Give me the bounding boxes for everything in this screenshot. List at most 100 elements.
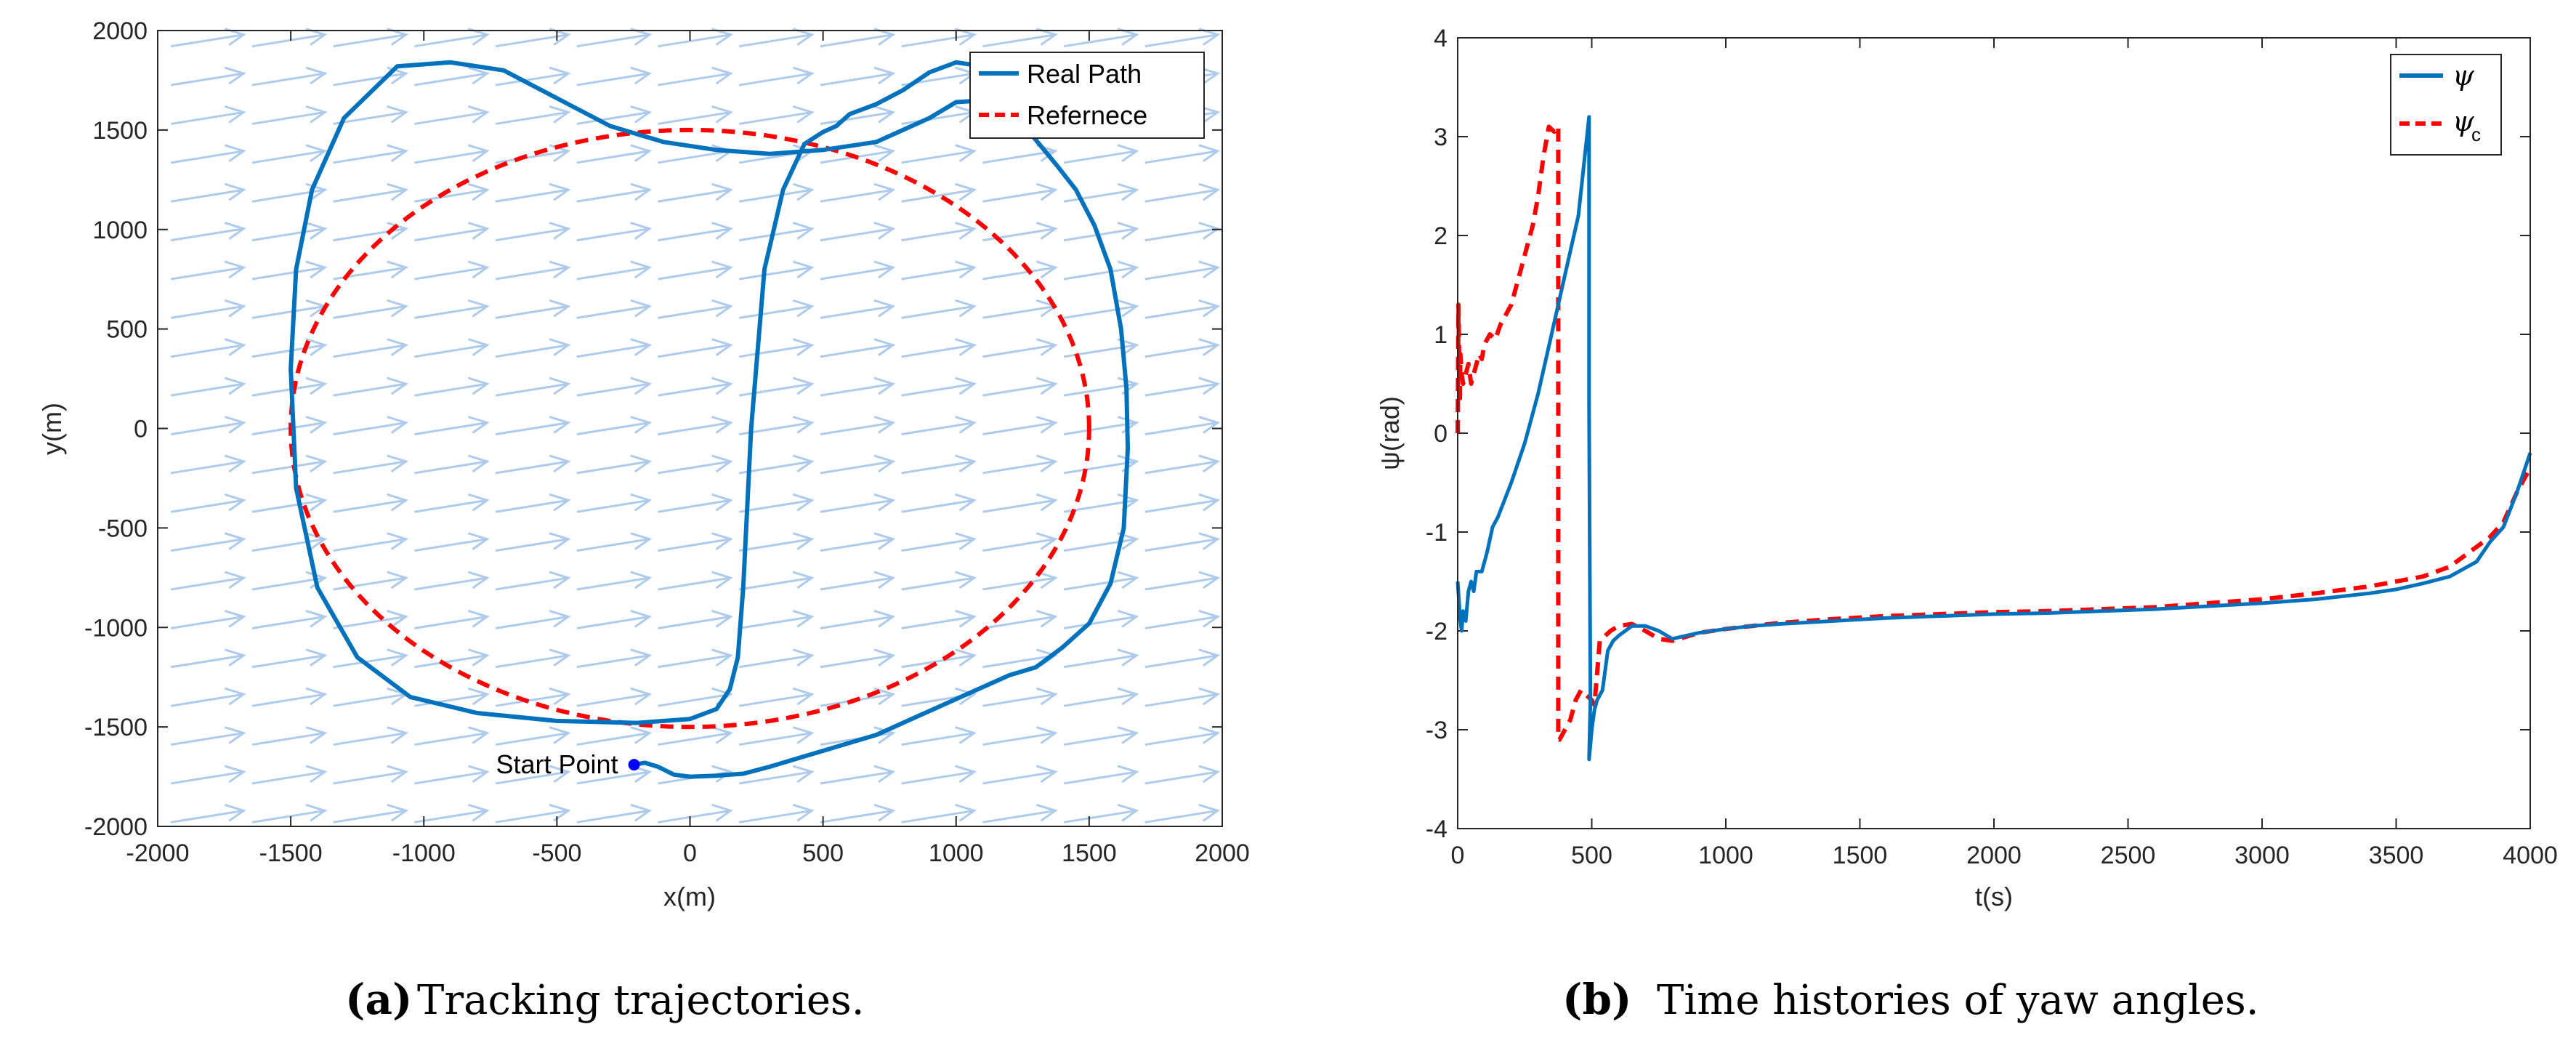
wind-arrow — [251, 493, 328, 513]
wind-arrow — [820, 28, 896, 48]
wind-arrow — [576, 493, 653, 513]
wind-arrow — [495, 454, 571, 475]
wind-arrow — [820, 338, 896, 358]
wind-arrow — [1144, 182, 1221, 203]
wind-arrow — [982, 765, 1058, 785]
wind-arrow — [495, 416, 571, 435]
x-axis-label-b: t(s) — [1975, 882, 2013, 911]
wind-arrow — [1144, 28, 1221, 48]
wind-arrow — [414, 376, 490, 397]
wind-arrow — [333, 765, 409, 785]
wind-arrow — [739, 726, 815, 746]
wind-vector-field — [171, 28, 1221, 823]
wind-arrow — [251, 222, 328, 242]
wind-arrow — [333, 571, 409, 591]
wind-arrow — [1063, 144, 1139, 164]
wind-arrow — [251, 416, 328, 435]
wind-arrow — [1063, 299, 1139, 319]
wind-arrow — [982, 803, 1058, 823]
wind-arrow — [1144, 571, 1221, 591]
wind-arrow — [1063, 260, 1139, 281]
wind-arrow — [982, 493, 1058, 513]
wind-arrow — [495, 803, 571, 823]
wind-arrow — [251, 144, 328, 164]
wind-arrow — [739, 609, 815, 629]
wind-arrow — [1063, 687, 1139, 707]
wind-arrow — [820, 609, 896, 629]
wind-arrow — [414, 299, 490, 319]
y-tick-label-b: 3 — [1434, 124, 1448, 151]
wind-arrow — [414, 648, 490, 669]
wind-arrow — [901, 609, 977, 629]
wind-arrow — [739, 28, 815, 48]
wind-arrow — [251, 532, 328, 552]
wind-arrow — [658, 454, 733, 475]
wind-arrow — [739, 105, 815, 125]
wind-arrow — [901, 726, 977, 746]
wind-arrow — [739, 765, 815, 785]
wind-arrow — [658, 726, 733, 746]
wind-arrow — [739, 376, 815, 397]
wind-arrow — [901, 376, 977, 397]
psi-line — [1455, 115, 2532, 762]
y-tick-label-b: -2 — [1426, 618, 1448, 645]
wind-arrow — [739, 454, 815, 475]
wind-arrow — [171, 338, 246, 358]
x-axis-label-a: x(m) — [663, 882, 716, 911]
y-tick-label-a: -1000 — [84, 614, 148, 642]
caption-a: (a) Tracking trajectories. — [345, 975, 865, 1024]
wind-arrow — [982, 376, 1058, 397]
wind-arrow — [414, 803, 490, 823]
reference-circle-line — [288, 127, 1091, 730]
wind-arrow — [333, 182, 409, 203]
wind-arrow — [901, 28, 977, 48]
wind-arrow — [333, 648, 409, 669]
wind-arrow — [658, 532, 733, 552]
wind-arrow — [658, 299, 733, 319]
axes-b-ticks: 0 500 1000 1500 2000 2500 3000 3500 4000 4 3 2 1 0 -1 -… — [1426, 25, 2558, 869]
wind-arrow — [251, 299, 328, 319]
y-tick-label-b: 1 — [1434, 321, 1448, 349]
x-tick-label-b: 1500 — [1833, 842, 1888, 869]
wind-arrow — [901, 416, 977, 435]
axes-b-frame — [1457, 37, 2531, 829]
wind-arrow — [251, 28, 328, 48]
wind-arrow — [982, 454, 1058, 475]
wind-arrow — [333, 803, 409, 823]
wind-arrow — [739, 338, 815, 358]
wind-arrow — [658, 609, 733, 629]
wind-arrow — [739, 532, 815, 552]
wind-arrow — [739, 66, 815, 86]
wind-arrow — [251, 338, 328, 358]
x-tick-label-a: -2000 — [126, 839, 190, 867]
wind-arrow — [576, 532, 653, 552]
wind-arrow — [982, 726, 1058, 746]
wind-arrow — [495, 376, 571, 397]
wind-arrow — [1063, 571, 1139, 591]
wind-arrow — [171, 66, 246, 86]
wind-arrow — [1063, 28, 1139, 48]
wind-arrow — [1144, 648, 1221, 669]
wind-arrow — [1063, 648, 1139, 669]
wind-arrow — [495, 105, 571, 125]
y-axis-label-b: ψ(rad) — [1375, 396, 1405, 470]
wind-arrow — [414, 609, 490, 629]
wind-arrow — [576, 454, 653, 475]
wind-arrow — [1144, 338, 1221, 358]
legend-b: ψ ψ c — [2390, 54, 2502, 156]
wind-arrow — [982, 532, 1058, 552]
wind-arrow — [1144, 726, 1221, 746]
panel-a-tracking-trajectories: -2000 -1500 -1000 -500 0 500 1000 1500 2000 2000 1… — [37, 17, 1250, 911]
wind-arrow — [495, 222, 571, 242]
wind-arrow — [739, 687, 815, 707]
wind-arrow — [251, 687, 328, 707]
caption-b: (b) Time histories of yaw angles. — [1562, 975, 2259, 1024]
wind-arrow — [414, 532, 490, 552]
wind-arrow — [820, 803, 896, 823]
wind-arrow — [333, 338, 409, 358]
wind-arrow — [414, 571, 490, 591]
wind-arrow — [820, 66, 896, 86]
y-tick-label-b: -1 — [1426, 519, 1448, 547]
wind-arrow — [1063, 532, 1139, 552]
wind-arrow — [739, 571, 815, 591]
